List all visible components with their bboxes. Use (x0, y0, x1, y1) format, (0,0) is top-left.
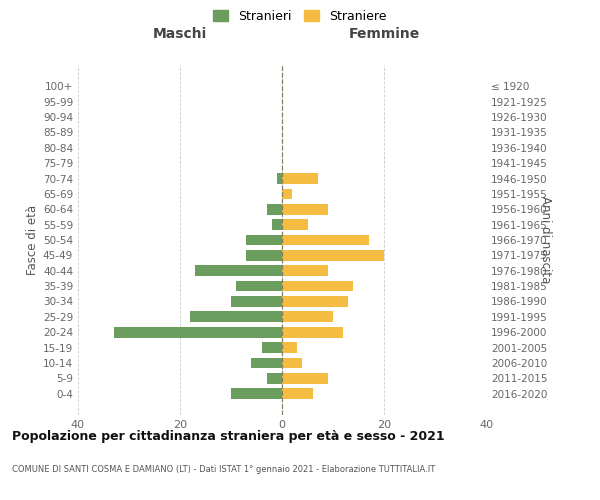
Bar (282, 250, 384, 261)
Bar (282, 219, 308, 230)
Text: Femmine: Femmine (349, 26, 419, 40)
Y-axis label: Anni di nascita: Anni di nascita (539, 196, 552, 284)
Y-axis label: Fasce di età: Fasce di età (26, 205, 39, 275)
Bar (231, 296, 282, 307)
Bar (196, 266, 282, 276)
Text: Popolazione per cittadinanza straniera per età e sesso - 2021: Popolazione per cittadinanza straniera p… (12, 430, 445, 443)
Bar (114, 327, 282, 338)
Bar (247, 234, 282, 246)
Bar (267, 373, 282, 384)
Bar (282, 296, 349, 307)
Bar (282, 312, 333, 322)
Bar (190, 312, 282, 322)
Bar (277, 173, 282, 184)
Bar (247, 250, 282, 261)
Bar (267, 204, 282, 214)
Bar (236, 280, 282, 291)
Text: COMUNE DI SANTI COSMA E DAMIANO (LT) - Dati ISTAT 1° gennaio 2021 - Elaborazione: COMUNE DI SANTI COSMA E DAMIANO (LT) - D… (12, 465, 435, 474)
Bar (282, 204, 328, 214)
Legend: Stranieri, Straniere: Stranieri, Straniere (209, 6, 391, 26)
Bar (262, 342, 282, 353)
Bar (282, 388, 313, 399)
Bar (282, 234, 369, 246)
Bar (282, 266, 328, 276)
Bar (251, 358, 282, 368)
Bar (282, 188, 292, 200)
Bar (282, 173, 318, 184)
Bar (282, 280, 353, 291)
Text: Maschi: Maschi (153, 26, 207, 40)
Bar (231, 388, 282, 399)
Bar (282, 373, 328, 384)
Bar (272, 219, 282, 230)
Bar (282, 327, 343, 338)
Bar (282, 342, 298, 353)
Bar (282, 358, 302, 368)
